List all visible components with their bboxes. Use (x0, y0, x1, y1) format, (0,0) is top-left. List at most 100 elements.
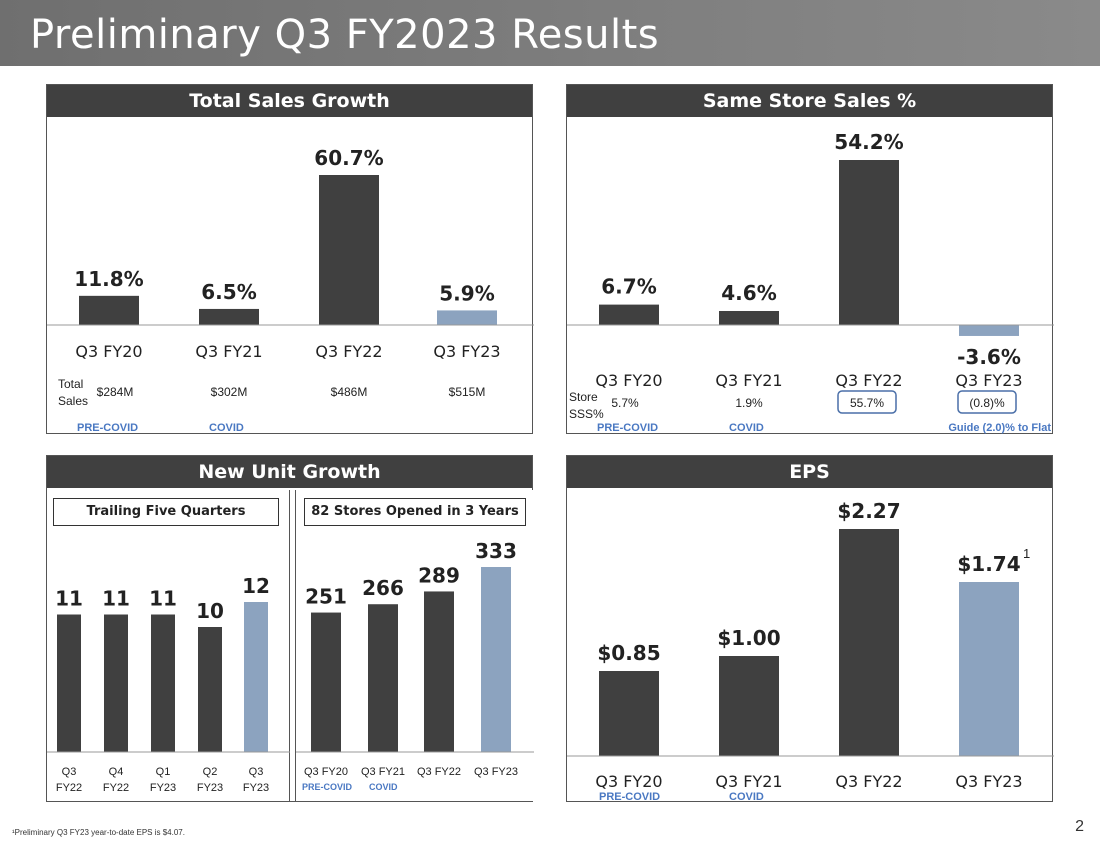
total-sales-value: $302M (211, 385, 248, 399)
eps-value-label: $1.74 (957, 552, 1020, 576)
stores-opened-subpanel: 82 Stores Opened in 3 Years 251 Q3 FY20 26… (295, 490, 534, 801)
page-title: Preliminary Q3 FY2023 Results (30, 12, 660, 58)
unit-growth-category-line1: Q3 (62, 766, 77, 778)
total-sales-growth-chart: 11.8% Q3 FY20 $284M 6.5% Q3 FY21 $302M 60.7% Q3… (47, 146, 534, 434)
same-store-sales-panel: Same Store Sales % 6.7% Q3 FY20 5.7% 4.6% Q3… (566, 84, 1054, 434)
unit-growth-value-label: 11 (102, 587, 130, 611)
eps-bar (959, 582, 1019, 756)
sss-bar (599, 304, 659, 325)
trailing-quarters-chart: 11 Q3 FY22 11 Q4 FY22 11 Q1 FY23 10 Q2 FY23 12 Q3 FY23 (47, 574, 290, 794)
sales-growth-bar (319, 175, 379, 325)
sales-growth-value-label: 6.5% (201, 280, 256, 304)
store-sss-row-label-line1: Store (569, 390, 598, 404)
unit-growth-category-line1: Q3 (249, 766, 264, 778)
sss-value-label: 6.7% (601, 275, 656, 299)
store-count-category-label: Q3 FY21 (361, 766, 405, 778)
sales-growth-value-label: 60.7% (314, 146, 383, 170)
store-sss-value: 55.7% (850, 396, 884, 410)
store-count-bar (481, 567, 511, 752)
sss-category-label: Q3 FY22 (835, 371, 902, 390)
same-store-sales-header: Same Store Sales % (567, 85, 1052, 117)
store-count-value-label: 289 (418, 563, 460, 587)
era-label-covid: COVID (209, 422, 244, 434)
store-count-value-label: 333 (475, 539, 517, 563)
trailing-quarters-title: Trailing Five Quarters (53, 498, 279, 526)
sales-growth-value-label: 11.8% (74, 267, 143, 291)
eps-category-label: Q3 FY22 (835, 772, 902, 791)
store-sss-value: (0.8)% (969, 396, 1005, 410)
total-sales-growth-header: Total Sales Growth (47, 85, 532, 117)
era-label-pre-covid: PRE-COVID (302, 782, 353, 792)
era-label-pre-covid: PRE-COVID (77, 422, 138, 434)
total-sales-row-label-line1: Total (58, 377, 83, 391)
era-label-pre-covid: PRE-COVID (599, 791, 660, 803)
sales-growth-category-label: Q3 FY20 (75, 342, 142, 361)
unit-growth-category-line1: Q4 (109, 766, 124, 778)
sales-growth-category-label: Q3 FY22 (315, 342, 382, 361)
eps-panel: EPS $0.85 Q3 FY20 $1.00 Q3 FY21 $2.27 Q3 FY22… (566, 455, 1054, 803)
eps-bar (599, 671, 659, 756)
unit-growth-bar (244, 602, 268, 752)
total-sales-growth-panel: Total Sales Growth 11.8% Q3 FY20 $284M 6.5%… (46, 84, 534, 434)
eps-bar (839, 529, 899, 756)
era-label-pre-covid: PRE-COVID (597, 422, 658, 434)
total-sales-value: $486M (331, 385, 368, 399)
store-count-value-label: 266 (362, 576, 404, 600)
unit-growth-value-label: 10 (196, 599, 224, 623)
trailing-quarters-subpanel: Trailing Five Quarters 11 Q3 FY22 11 Q4 FY22 1… (47, 490, 290, 801)
total-sales-value: $515M (449, 385, 486, 399)
total-sales-row-label-line2: Sales (58, 394, 88, 408)
eps-header: EPS (567, 456, 1052, 488)
unit-growth-value-label: 12 (242, 574, 270, 598)
unit-growth-category-line2: FY22 (103, 782, 129, 794)
unit-growth-value-label: 11 (149, 587, 177, 611)
stores-opened-chart: 251 Q3 FY20 266 Q3 FY21 289 Q3 FY22 333 Q3 FY23… (296, 539, 534, 792)
sales-growth-value-label: 5.9% (439, 281, 494, 305)
sales-growth-bar (437, 310, 497, 325)
unit-growth-category-line1: Q2 (203, 766, 218, 778)
sss-category-label: Q3 FY23 (955, 371, 1022, 390)
store-sss-value: 1.9% (735, 396, 763, 410)
page-number: 2 (1075, 818, 1084, 835)
unit-growth-bar (57, 614, 81, 752)
stores-opened-title: 82 Stores Opened in 3 Years (304, 498, 526, 526)
era-label-covid: COVID (729, 791, 764, 803)
eps-value-label: $2.27 (837, 499, 900, 523)
sss-bar (959, 325, 1019, 336)
footnote: ¹Preliminary Q3 FY23 year-to-date EPS is… (12, 828, 185, 837)
sales-growth-category-label: Q3 FY21 (195, 342, 262, 361)
eps-category-label: Q3 FY20 (595, 772, 662, 791)
unit-growth-value-label: 11 (55, 587, 83, 611)
store-count-value-label: 251 (305, 585, 347, 609)
store-count-category-label: Q3 FY20 (304, 766, 348, 778)
same-store-sales-chart: 6.7% Q3 FY20 5.7% 4.6% Q3 FY21 1.9% 54.2% Q3 FY… (567, 130, 1054, 434)
eps-value-label: $0.85 (597, 641, 660, 665)
title-bar: Preliminary Q3 FY2023 Results (0, 0, 1100, 66)
sss-value-label: 4.6% (721, 281, 776, 305)
unit-growth-bar (151, 614, 175, 752)
unit-growth-category-line2: FY23 (150, 782, 176, 794)
unit-growth-category-line2: FY23 (197, 782, 223, 794)
store-sss-value-box (837, 390, 897, 414)
sss-category-label: Q3 FY20 (595, 371, 662, 390)
guidance-note: Guide (2.0)% to Flat (948, 422, 1051, 434)
store-count-bar (368, 604, 398, 752)
new-unit-growth-panel: New Unit Growth Trailing Five Quarters 1… (46, 455, 534, 802)
sales-growth-bar (199, 308, 259, 325)
store-count-bar (311, 612, 341, 752)
sales-growth-bar (79, 295, 139, 325)
unit-growth-category-line1: Q1 (156, 766, 171, 778)
sss-value-label: -3.6% (957, 345, 1021, 369)
eps-category-label: Q3 FY21 (715, 772, 782, 791)
eps-footnote-marker: 1 (1023, 546, 1030, 561)
sss-value-label: 54.2% (834, 130, 903, 154)
eps-bar (719, 656, 779, 756)
unit-growth-bar (104, 614, 128, 752)
unit-growth-category-line2: FY23 (243, 782, 269, 794)
unit-growth-bar (198, 627, 222, 752)
eps-category-label: Q3 FY23 (955, 772, 1022, 791)
unit-growth-category-line2: FY22 (56, 782, 82, 794)
eps-value-label: $1.00 (717, 626, 780, 650)
store-sss-value-box (957, 390, 1017, 414)
store-sss-value: 5.7% (611, 396, 639, 410)
